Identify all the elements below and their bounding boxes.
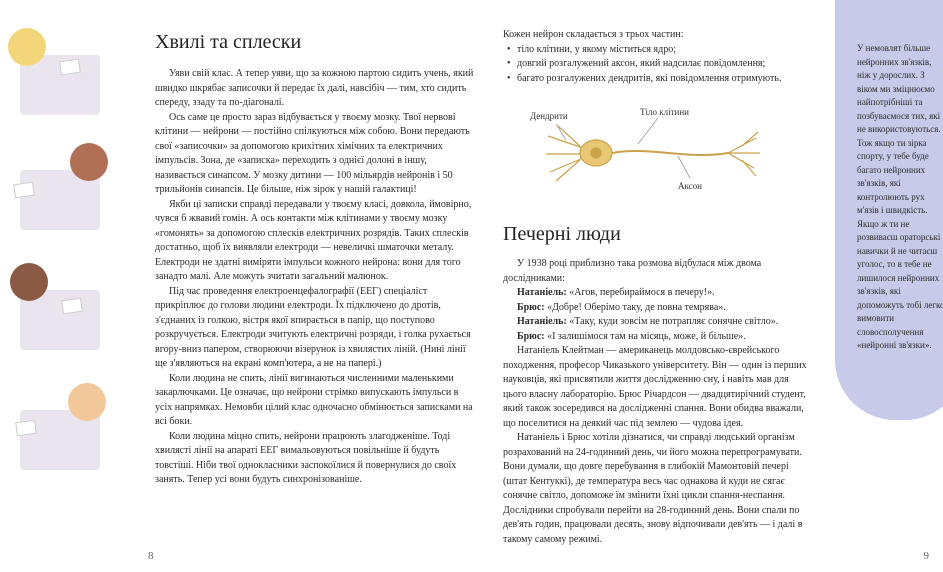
page-number-right: 9 [924,550,930,562]
page-number-left: 8 [148,550,154,562]
sidebar-text: У немовлят більше нейронних зв'язків, ні… [857,42,943,353]
label-cellbody: Тіло клітини [640,106,689,119]
list-item: тіло клітини, у якому міститься ядро; [503,43,813,58]
label-axon: Аксон [678,180,702,193]
speaker: Брюс: [517,302,547,313]
speaker: Натаніель: [517,287,569,298]
desk-3 [0,255,120,350]
dialogue-line: Натаніель: «Таку, куди зовсім не потрапл… [503,315,813,330]
p: Коли людина не спить, лінії вигинаються … [155,372,475,430]
desk-2 [0,135,120,230]
main-content: Хвилі та сплески Уяви свій клас. А тепер… [140,0,943,572]
desk-4 [0,375,120,470]
p: Натаніель Клейтман — американець молдовс… [503,344,813,431]
person-head [10,263,48,301]
person-head [70,143,108,181]
speech: «Таку, куди зовсім не потрапляє сонячне … [569,316,778,327]
neuron-parts-list: тіло клітини, у якому міститься ядро; до… [503,43,813,87]
person-head [68,383,106,421]
p: У 1938 році приблизно така розмова відбу… [503,257,813,286]
speaker: Брюс: [517,331,547,342]
speech: «І залишімося там на місяць, може, й біл… [547,331,746,342]
p: Коли людина міцно спить, нейрони працюют… [155,430,475,488]
heading-cavemen: Печерні люди [503,220,813,249]
speaker: Натаніель: [517,316,569,327]
dialogue-line: Брюс: «І залишімося там на місяць, може,… [503,330,813,345]
person-head [8,28,46,66]
desk-1 [0,20,120,115]
label-dendrites: Дендрити [530,110,568,123]
speech: «Добре! Оберімо таку, де повна темрява». [547,302,726,313]
paper-note [59,59,81,76]
speech: «Агов, перебираймося в печеру!». [569,287,714,298]
p: Ось саме це просто зараз відбувається у … [155,111,475,198]
neuron-intro: Кожен нейрон складається з трьох частин: [503,28,813,43]
paper-note [15,420,37,437]
list-item: багато розгалужених дендритів, які повід… [503,72,813,87]
p: Натаніель і Брюс хотіли дізнатися, чи сп… [503,431,813,547]
dialogue-line: Брюс: «Добре! Оберімо таку, де повна тем… [503,301,813,316]
p: Уяви свій клас. А тепер уяви, що за кожн… [155,67,475,111]
illustration-column [0,0,140,572]
neuron-diagram: Дендрити Тіло клітини Аксон [528,96,788,206]
paper-note [61,298,83,315]
column-left: Хвилі та сплески Уяви свій клас. А тепер… [155,28,475,554]
p: Під час проведення електроенцефалографії… [155,285,475,372]
dialogue-line: Натаніель: «Агов, перебираймося в печеру… [503,286,813,301]
list-item: довгий розгалужений аксон, який надсилає… [503,57,813,72]
p: Якби ці записки справді передавали у тво… [155,198,475,285]
paper-note [13,182,35,199]
sidebar-note: У немовлят більше нейронних зв'язків, ні… [847,28,943,554]
heading-waves: Хвилі та сплески [155,28,475,57]
column-right: Кожен нейрон складається з трьох частин:… [503,28,813,554]
